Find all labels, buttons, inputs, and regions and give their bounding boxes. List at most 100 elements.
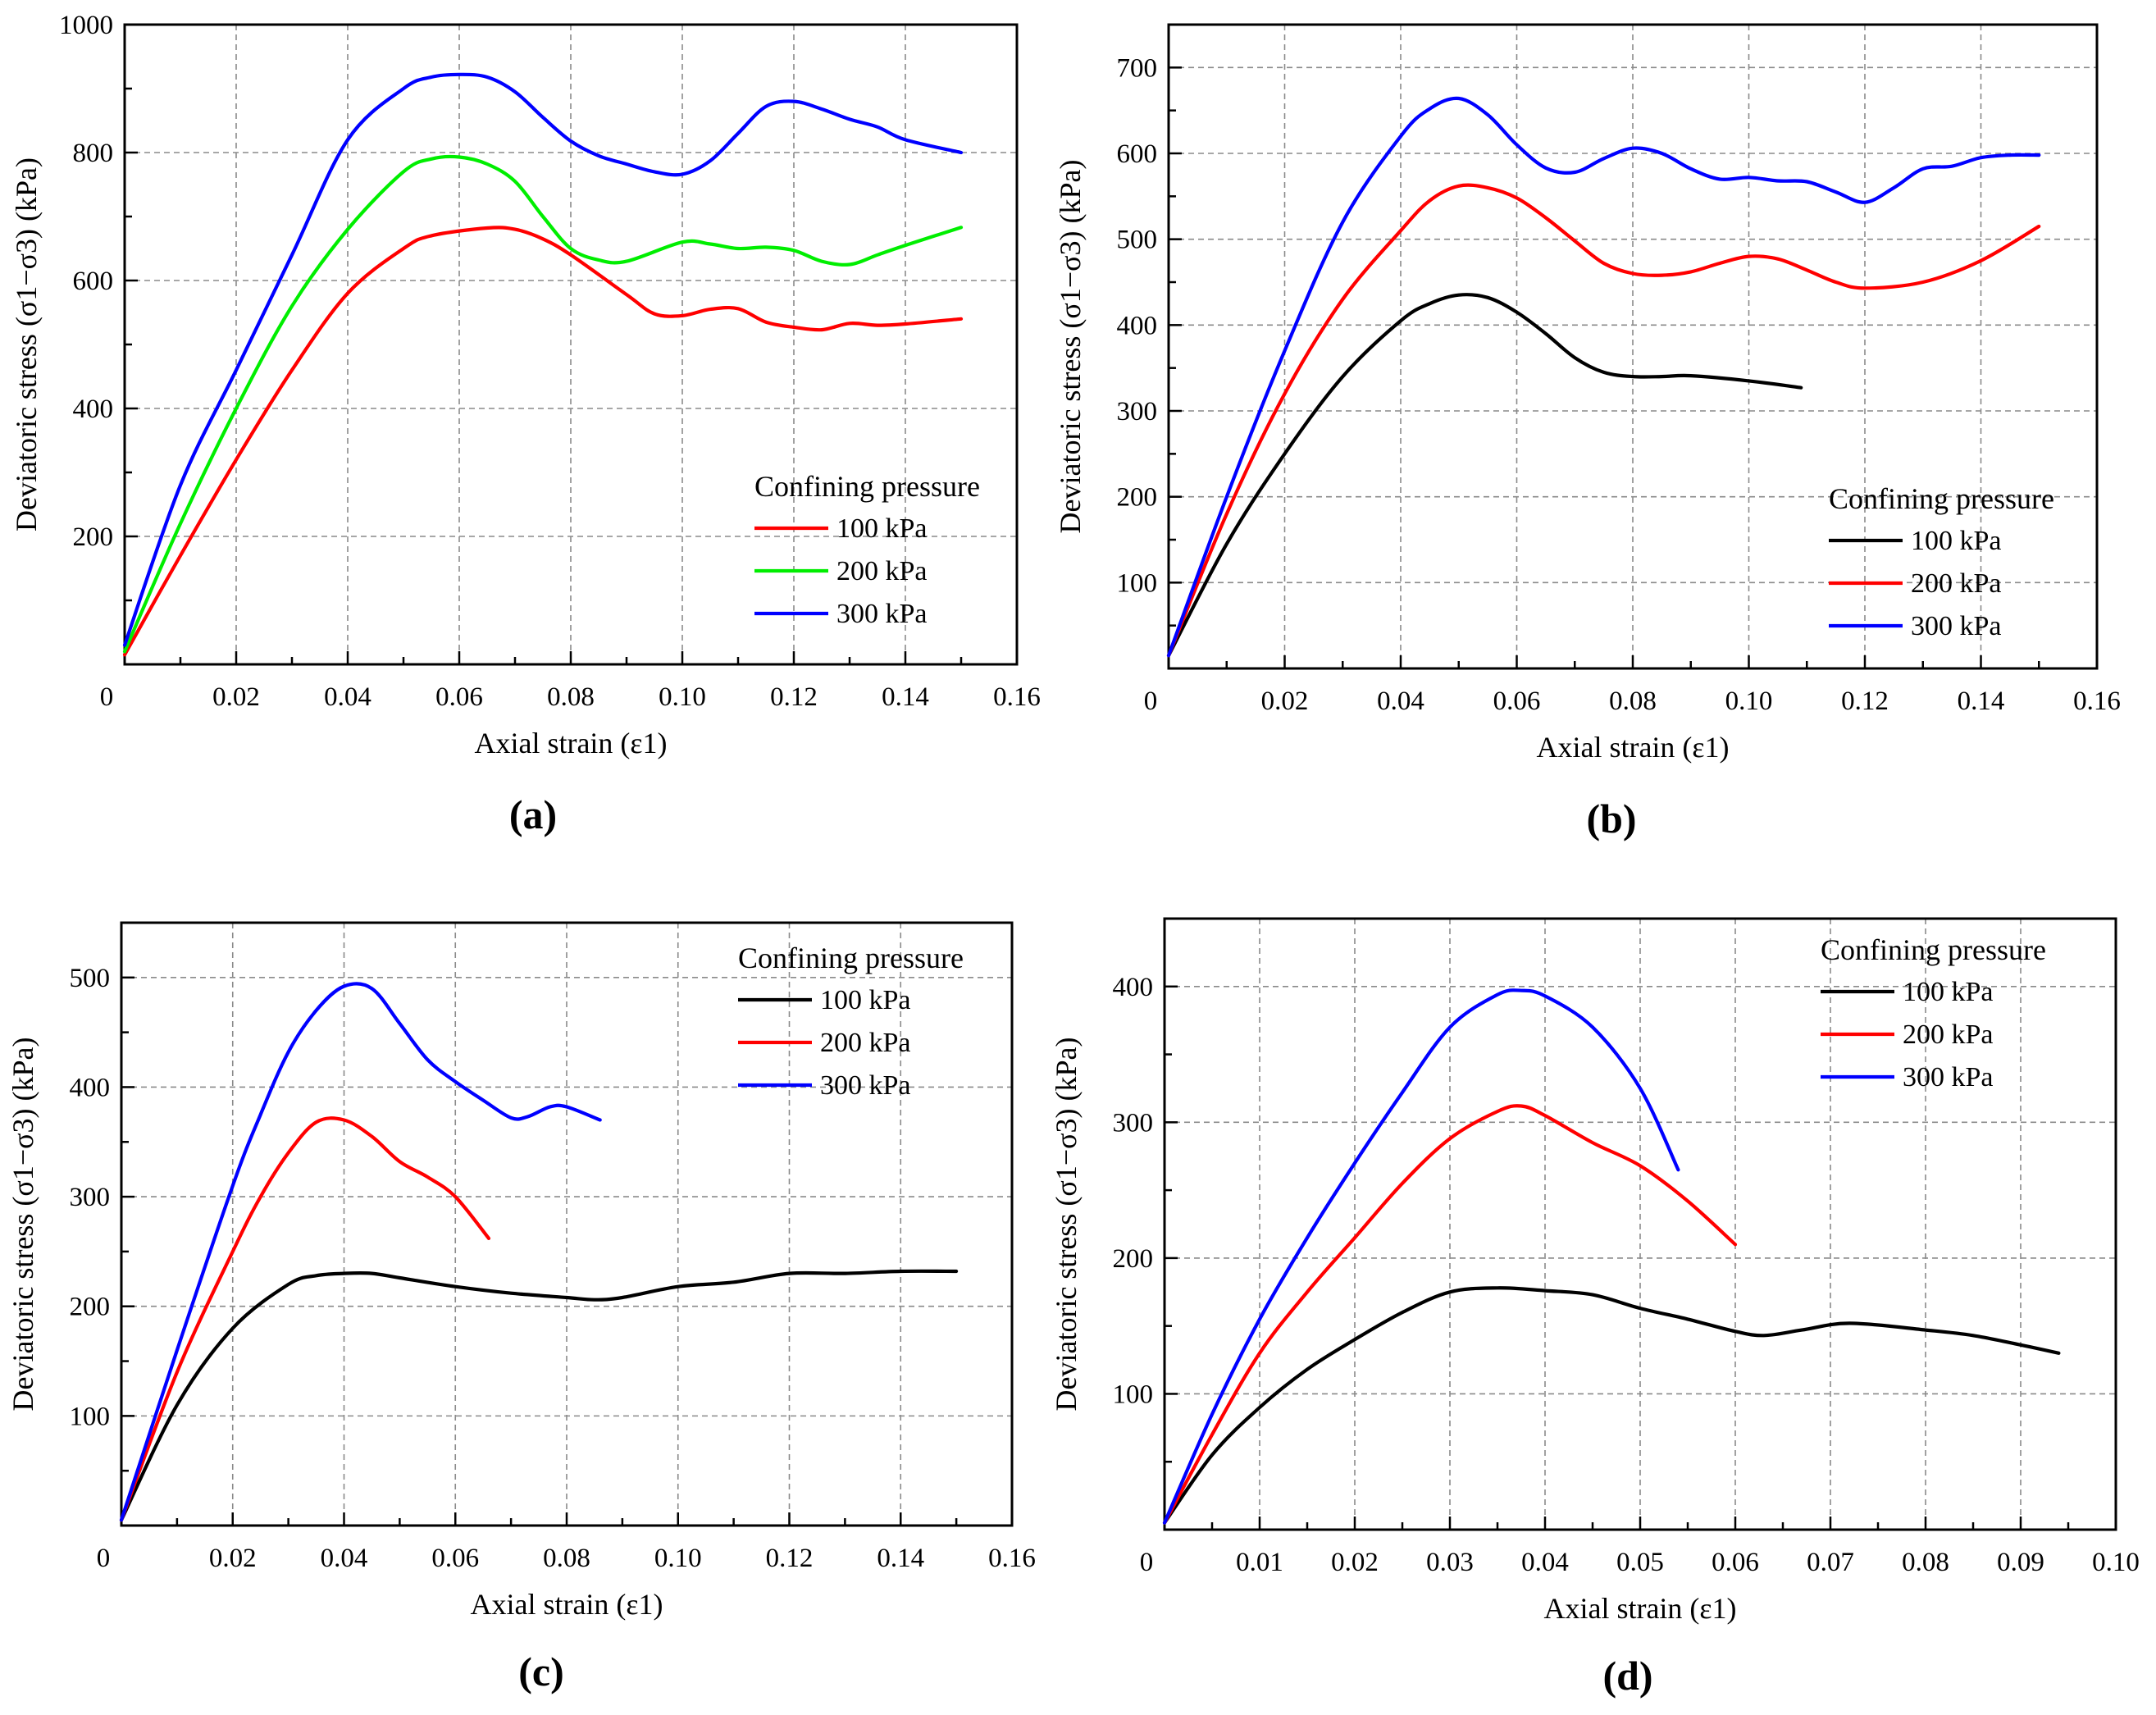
- legend-label: 100 kPa: [836, 513, 928, 544]
- y-tick-label: 500: [70, 964, 111, 993]
- y-tick-label: 100: [1117, 568, 1158, 598]
- legend-title: Confining pressure: [1829, 482, 2054, 515]
- legend-label: 200 kPa: [820, 1028, 911, 1058]
- y-tick-label: 600: [1117, 139, 1158, 169]
- legend: Confining pressure 100 kPa 200 kPa 300 kPa: [754, 470, 980, 629]
- legend-label: 100 kPa: [820, 985, 911, 1015]
- x-tick-label: 0.01: [1236, 1548, 1283, 1577]
- x-tick-label: 0.04: [1377, 686, 1424, 716]
- x-tick-label: 0.12: [766, 1544, 814, 1573]
- x-tick-label: 0.02: [1331, 1548, 1379, 1577]
- legend: Confining pressure 100 kPa 200 kPa 300 kPa: [738, 942, 964, 1101]
- origin-label: 0: [1144, 686, 1158, 716]
- x-tick-label: 0.10: [1725, 686, 1773, 716]
- x-axis-label: Axial strain (ε1): [1543, 1592, 1736, 1625]
- x-axis-label: Axial strain (ε1): [474, 727, 667, 759]
- series-line-100-kpa: [1162, 1286, 2061, 1525]
- chart-panel-d: 0.01 0.02 0.03 0.04 0.05 0.06 0.07 0.08 0.09 0.10…: [1050, 917, 2140, 1699]
- panel-label: (b): [1586, 796, 1636, 842]
- x-axis-label: Axial strain (ε1): [1536, 731, 1729, 764]
- plot-frame: [1167, 23, 2099, 670]
- x-tick-label: 0.02: [212, 682, 260, 712]
- legend-title: Confining pressure: [738, 942, 964, 974]
- x-tick-label: 0.16: [2073, 686, 2121, 716]
- y-axis-label: Deviatoric stress (σ1−σ3) (kPa): [1050, 1038, 1083, 1412]
- x-tick-label: 0.14: [1958, 686, 2005, 716]
- chart-panel-a: 0.02 0.04 0.06 0.08 0.10 0.12 0.14 0.16 200 400 60…: [10, 11, 1041, 837]
- plot-frame: [120, 921, 1014, 1527]
- x-tick-label: 0.04: [321, 1544, 368, 1573]
- origin-label: 0: [100, 682, 114, 712]
- x-tick-label: 0.12: [1841, 686, 1889, 716]
- y-tick-label: 200: [1113, 1244, 1154, 1274]
- legend-label: 100 kPa: [1903, 977, 1994, 1007]
- y-axis-label: Deviatoric stress (σ1−σ3) (kPa): [1054, 160, 1087, 534]
- x-tick-label: 0.02: [1261, 686, 1309, 716]
- legend-title: Confining pressure: [1821, 933, 2046, 966]
- x-tick-label: 0.10: [2092, 1548, 2140, 1577]
- series-line-300-kpa: [122, 72, 964, 647]
- x-tick-label: 0.03: [1426, 1548, 1474, 1577]
- plot-frame: [123, 23, 1019, 666]
- x-tick-label: 0.14: [882, 682, 929, 712]
- legend-label: 300 kPa: [1903, 1062, 1994, 1092]
- y-tick-label: 600: [73, 267, 114, 296]
- legend-label: 300 kPa: [1911, 611, 2002, 641]
- y-tick-label: 300: [1117, 397, 1158, 426]
- series-line-200-kpa: [1162, 1104, 1738, 1525]
- y-tick-label: 400: [1117, 311, 1158, 340]
- y-tick-label: 700: [1117, 53, 1158, 83]
- x-tick-label: 0.08: [1609, 686, 1657, 716]
- legend-label: 300 kPa: [820, 1070, 911, 1101]
- x-tick-label: 0.05: [1616, 1548, 1664, 1577]
- chart-panel-c: 0.02 0.04 0.06 0.08 0.10 0.12 0.14 0.16 100 200 30…: [7, 921, 1036, 1694]
- series-line-300-kpa: [1162, 988, 1680, 1525]
- origin-label: 0: [97, 1544, 111, 1573]
- legend-title: Confining pressure: [754, 470, 980, 503]
- x-tick-label: 0.02: [209, 1544, 257, 1573]
- series-line-100-kpa: [1166, 293, 1803, 658]
- x-tick-label: 0.16: [993, 682, 1041, 712]
- x-axis-label: Axial strain (ε1): [470, 1588, 663, 1621]
- y-tick-label: 1000: [59, 11, 113, 40]
- x-tick-label: 0.07: [1807, 1548, 1854, 1577]
- y-tick-label: 200: [1117, 483, 1158, 513]
- series-line-300-kpa: [1166, 96, 2041, 658]
- y-tick-label: 200: [73, 522, 114, 552]
- x-tick-label: 0.10: [659, 682, 706, 712]
- legend-label: 200 kPa: [836, 556, 928, 586]
- x-tick-label: 0.08: [543, 1544, 590, 1573]
- legend: Confining pressure 100 kPa 200 kPa 300 kPa: [1821, 933, 2046, 1092]
- y-tick-label: 500: [1117, 226, 1158, 255]
- y-axis-label: Deviatoric stress (σ1−σ3) (kPa): [10, 157, 43, 531]
- legend: Confining pressure 100 kPa 200 kPa 300 kPa: [1829, 482, 2054, 641]
- x-tick-label: 0.08: [1902, 1548, 1949, 1577]
- x-tick-label: 0.10: [654, 1544, 702, 1573]
- y-tick-label: 200: [70, 1293, 111, 1322]
- x-tick-label: 0.09: [1997, 1548, 2044, 1577]
- y-axis-label: Deviatoric stress (σ1−σ3) (kPa): [7, 1038, 39, 1412]
- y-tick-label: 400: [70, 1073, 111, 1102]
- series-line-200-kpa: [122, 154, 964, 654]
- panel-label: (d): [1602, 1653, 1652, 1699]
- series-line-300-kpa: [119, 982, 602, 1522]
- panel-label: (c): [518, 1649, 564, 1694]
- origin-label: 0: [1140, 1548, 1154, 1577]
- series-line-100-kpa: [122, 226, 964, 657]
- y-tick-label: 400: [1113, 973, 1154, 1002]
- series-line-200-kpa: [119, 1116, 491, 1522]
- y-tick-label: 300: [1113, 1108, 1154, 1138]
- legend-label: 200 kPa: [1911, 568, 2002, 599]
- panel-label: (a): [509, 791, 557, 837]
- y-tick-label: 100: [70, 1402, 111, 1431]
- legend-label: 100 kPa: [1911, 526, 2002, 556]
- legend-label: 200 kPa: [1903, 1019, 1994, 1050]
- series-line-200-kpa: [1166, 183, 2041, 658]
- y-tick-label: 400: [73, 395, 114, 424]
- chart-panel-b: 0.02 0.04 0.06 0.08 0.10 0.12 0.14 0.16 100 200 30…: [1054, 23, 2121, 842]
- y-tick-label: 100: [1113, 1380, 1154, 1409]
- x-tick-label: 0.06: [1712, 1548, 1759, 1577]
- x-tick-label: 0.04: [1521, 1548, 1569, 1577]
- x-tick-label: 0.06: [1493, 686, 1541, 716]
